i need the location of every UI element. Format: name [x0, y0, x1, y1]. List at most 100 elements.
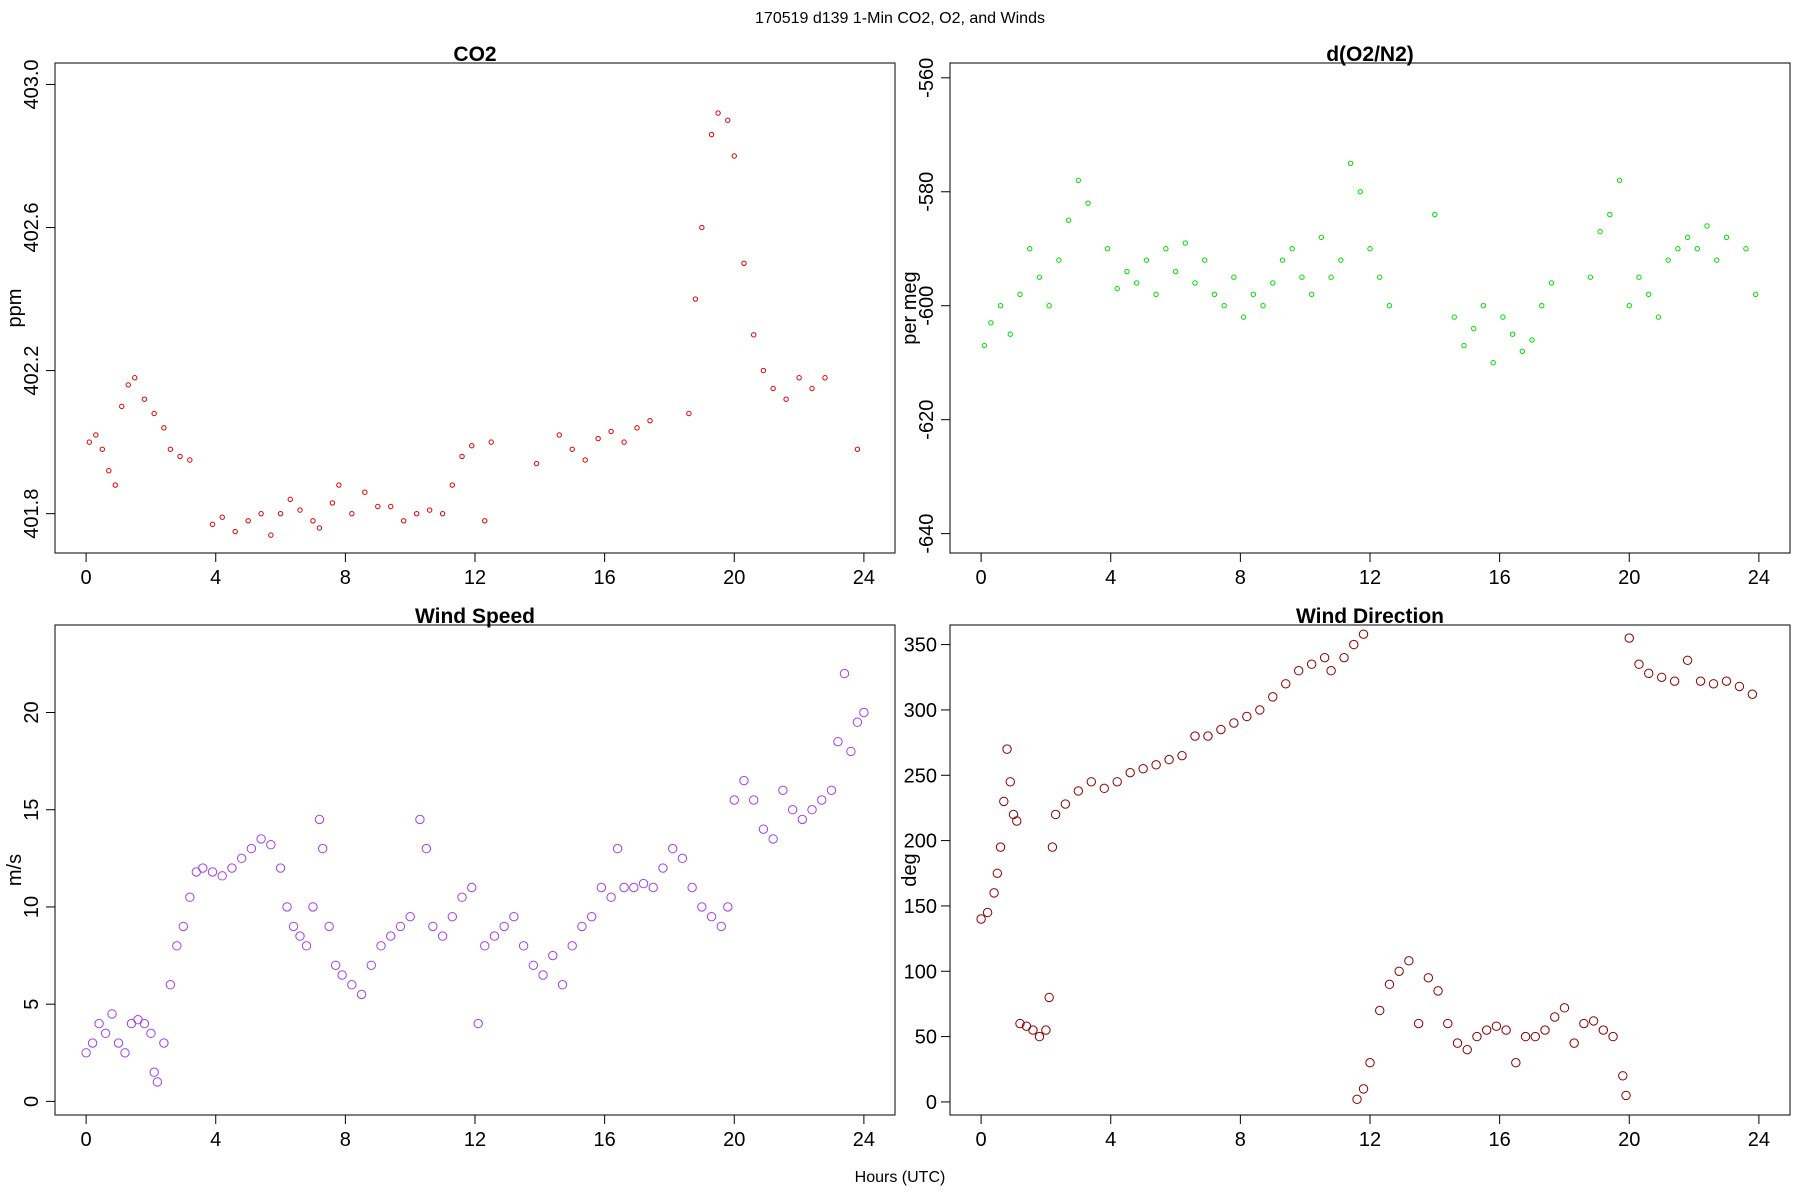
- data-point: [556, 432, 562, 438]
- y-tick-label: 150: [904, 896, 937, 918]
- data-point: [749, 795, 759, 805]
- data-point: [1319, 652, 1330, 663]
- data-point: [1451, 314, 1457, 320]
- data-point: [1216, 724, 1226, 735]
- data-point: [1519, 348, 1526, 355]
- x-tick-label: 12: [1359, 1129, 1381, 1151]
- x-tick-label: 0: [81, 1129, 92, 1151]
- y-tick-label: 403.0: [21, 59, 43, 109]
- data-point: [725, 117, 731, 123]
- data-point: [1413, 1018, 1424, 1029]
- data-point: [629, 882, 639, 893]
- data-point: [1752, 291, 1759, 298]
- data-point: [1203, 731, 1213, 741]
- data-point: [287, 496, 293, 503]
- data-point: [100, 1028, 111, 1039]
- data-point: [1163, 246, 1169, 252]
- data-point: [268, 532, 274, 538]
- data-point: [1240, 314, 1247, 320]
- data-point: [329, 500, 336, 506]
- data-point: [586, 911, 597, 922]
- x-tick-label: 20: [723, 1129, 745, 1151]
- data-point: [509, 911, 519, 922]
- data-point: [1365, 1058, 1375, 1068]
- data-point: [1308, 291, 1315, 298]
- x-tick-label: 20: [1618, 567, 1640, 589]
- data-point: [1056, 257, 1062, 263]
- data-point: [1138, 764, 1148, 774]
- data-point: [125, 382, 131, 388]
- x-tick-label: 12: [464, 1129, 486, 1151]
- panel-o2n2: d(O2/N2) per meg 0 4 8 12 16 20 24 -640 -620 -60…: [899, 43, 1791, 589]
- y-tick-label: 300: [904, 700, 937, 722]
- data-point: [1587, 274, 1594, 280]
- data-point: [275, 863, 286, 873]
- data-point: [1242, 711, 1252, 722]
- data-point: [989, 888, 999, 898]
- data-point: [1721, 676, 1732, 686]
- x-tick-label: 16: [594, 567, 616, 589]
- data-point: [1530, 1031, 1540, 1042]
- data-point: [310, 518, 316, 524]
- data-point: [405, 911, 415, 922]
- data-point: [126, 1018, 137, 1029]
- data-point: [715, 110, 721, 116]
- data-point: [1229, 718, 1239, 728]
- data-point: [997, 303, 1004, 309]
- data-point: [1060, 799, 1071, 809]
- scatter-points: [976, 629, 1758, 1105]
- data-point: [1491, 1021, 1502, 1031]
- data-point: [1501, 1025, 1511, 1035]
- data-point: [1050, 809, 1061, 820]
- data-point: [488, 439, 494, 445]
- data-point: [113, 1038, 124, 1048]
- data-point: [376, 941, 386, 951]
- data-point: [807, 805, 817, 815]
- data-point: [1326, 666, 1336, 676]
- y-tick-label: 20: [21, 701, 43, 723]
- data-point: [1086, 777, 1096, 787]
- data-point: [1377, 274, 1383, 280]
- data-point: [582, 457, 588, 463]
- data-point: [778, 785, 788, 795]
- data-point: [191, 867, 201, 877]
- y-tick-label: 0: [926, 1092, 937, 1114]
- data-point: [1124, 268, 1130, 275]
- data-point: [518, 941, 529, 951]
- x-tick-label: 20: [1618, 1129, 1640, 1151]
- data-point: [207, 867, 218, 877]
- data-point: [324, 921, 334, 932]
- x-tick-label: 12: [1359, 567, 1381, 589]
- data-point: [1608, 1031, 1618, 1042]
- data-point: [185, 892, 195, 902]
- data-point: [846, 746, 856, 757]
- data-point: [826, 785, 837, 795]
- data-point: [362, 489, 368, 495]
- x-tick-label: 4: [1105, 1129, 1116, 1151]
- data-point: [282, 902, 292, 912]
- data-point: [1177, 750, 1187, 761]
- data-point: [1352, 1094, 1362, 1105]
- data-point: [988, 320, 994, 326]
- data-point: [751, 332, 757, 338]
- y-tick-label: -600: [916, 286, 938, 326]
- data-point: [421, 843, 432, 854]
- data-point: [999, 796, 1009, 807]
- data-point: [992, 868, 1003, 878]
- x-axis-title: Hours (UTC): [855, 1169, 946, 1186]
- data-point: [1306, 659, 1317, 669]
- data-point: [236, 853, 247, 864]
- data-point: [1550, 1012, 1560, 1022]
- data-point: [120, 1048, 130, 1058]
- data-point: [1384, 979, 1395, 990]
- data-point: [976, 914, 986, 924]
- data-point: [449, 482, 456, 488]
- data-point: [227, 863, 237, 873]
- data-point: [1114, 285, 1120, 292]
- data-point: [256, 834, 266, 844]
- data-point: [288, 921, 299, 932]
- x-tick-label: 24: [853, 1129, 875, 1151]
- data-point: [1511, 1058, 1521, 1068]
- data-point: [161, 425, 167, 431]
- data-point: [480, 941, 490, 951]
